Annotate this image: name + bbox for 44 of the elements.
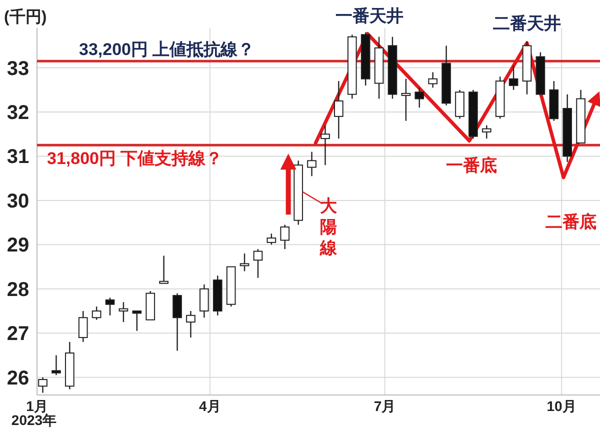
ref-line-label: 33,200円 上値抵抗線？ bbox=[79, 40, 255, 60]
annotation: 二番天井 bbox=[492, 14, 561, 34]
annotation: 一番底 bbox=[446, 156, 497, 175]
x-tick-label: 1月 bbox=[26, 398, 48, 414]
candlestick bbox=[280, 224, 290, 250]
candlestick bbox=[240, 252, 250, 272]
candlestick bbox=[428, 72, 438, 88]
y-tick-label: 30 bbox=[6, 190, 30, 212]
annotation: 大陽線 bbox=[318, 196, 338, 258]
candlestick bbox=[266, 233, 276, 246]
y-axis-title: (千円) bbox=[4, 8, 47, 26]
candlestick bbox=[508, 64, 518, 91]
x-tick-label: 4月 bbox=[199, 398, 221, 414]
annotation: 31,800円 下値支持線？ bbox=[47, 149, 223, 168]
candlestick bbox=[186, 310, 196, 338]
y-tick-label: 33 bbox=[6, 58, 30, 80]
candlestick bbox=[253, 248, 263, 278]
candlestick bbox=[118, 302, 128, 323]
y-tick-label: 26 bbox=[6, 367, 30, 390]
candlestick bbox=[52, 354, 61, 376]
x-tick-label: 10月 bbox=[546, 398, 576, 414]
candlestick bbox=[78, 310, 88, 343]
candlestick bbox=[482, 124, 492, 140]
x-tick-label: 7月 bbox=[374, 398, 396, 414]
candlestick bbox=[401, 78, 411, 122]
y-tick-label: 28 bbox=[6, 278, 30, 301]
candlestick bbox=[172, 292, 182, 352]
y-tick-label: 32 bbox=[6, 102, 30, 124]
annotation: 二番底 bbox=[545, 212, 596, 232]
annotation: 一番天井 bbox=[336, 6, 404, 26]
candlestick bbox=[92, 306, 102, 320]
y-tick-label: 31 bbox=[6, 146, 30, 168]
candlestick bbox=[334, 80, 344, 140]
x-axis-title: 2023年 bbox=[11, 412, 57, 428]
candlestick bbox=[159, 255, 168, 284]
candlestick bbox=[200, 284, 209, 318]
candlestick bbox=[414, 87, 424, 108]
candlestick bbox=[320, 124, 330, 166]
y-tick-label: 27 bbox=[6, 323, 30, 346]
candlestick bbox=[307, 151, 316, 177]
candlestick bbox=[132, 310, 142, 332]
candlestick bbox=[105, 297, 115, 316]
candlestick bbox=[38, 376, 48, 394]
y-tick-label: 29 bbox=[6, 234, 30, 257]
